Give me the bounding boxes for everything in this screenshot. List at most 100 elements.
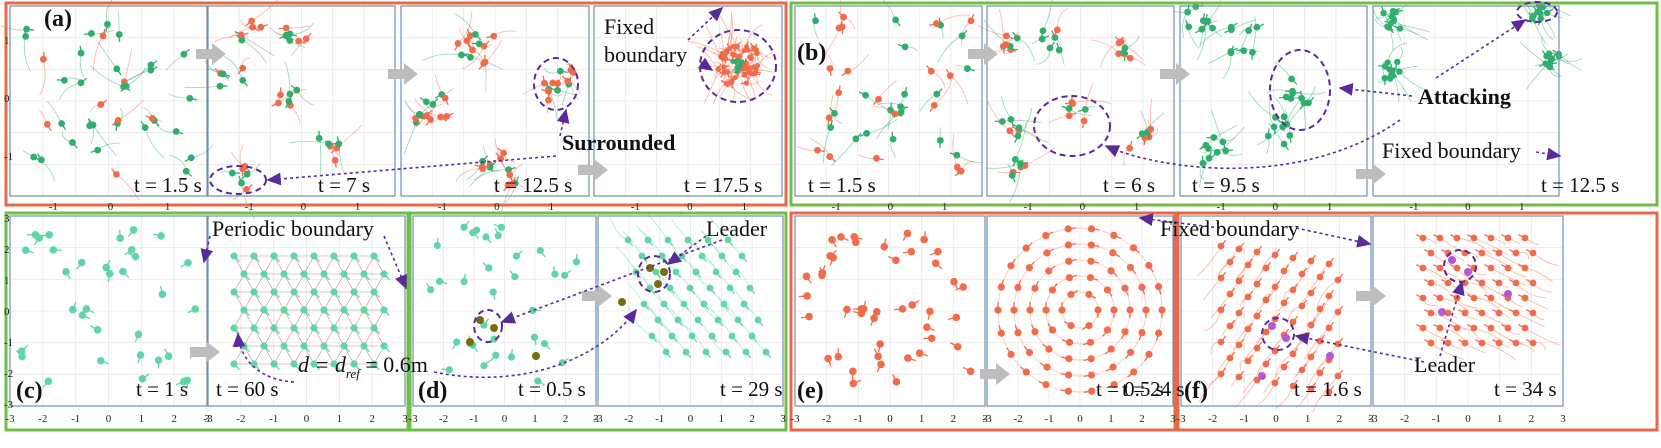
agent-trail [1248,91,1276,118]
agent-dot [119,267,127,276]
agent-dot [1240,47,1248,55]
agent-dot [1199,159,1207,167]
agent-dot [1031,328,1039,336]
gray-arrow [582,285,612,307]
agent-dot [545,96,552,104]
agent-dot [1289,350,1297,358]
agent-dot [897,103,904,111]
agent-dot [1213,148,1221,156]
agent-dot [1495,309,1503,317]
ellipse-b3 [1269,49,1331,131]
time-b2: t = 6 s [1103,173,1155,197]
agent-dot [1316,337,1324,345]
tick-label: 2 [171,413,177,425]
agent-trail [730,263,751,289]
agent-trail [1315,343,1339,372]
agent-dot [953,163,961,171]
agent-dot [849,379,858,388]
agent-dot [78,311,87,319]
tick-label: -3 [1176,413,1186,425]
agent-dot [834,352,843,361]
agent-dot [897,108,905,116]
agent-trail [1318,375,1339,401]
agent-dot [1307,385,1315,393]
agent-dot [668,332,676,340]
agent-trail [609,217,629,241]
time-a4: t = 17.5 s [684,173,762,197]
agent-dot [551,270,559,278]
agent-dot [1217,338,1225,346]
tick-label: -2 [4,368,13,380]
agent-dot [1521,324,1529,332]
agent-dot [1217,274,1225,282]
agent-dot [370,252,378,260]
leader-dot [654,280,662,288]
agent-dot [230,288,238,296]
agent-dot [134,330,143,339]
agent-dot [370,324,378,332]
agent-dot [738,252,746,260]
agent-dot [1495,279,1503,287]
agent-dot [1545,62,1552,69]
agent-dot [320,270,328,278]
agent-dot [735,64,741,70]
agent-dot [310,360,318,368]
agent-dot [666,284,674,292]
agent-dot [1444,339,1452,347]
fixed-boundary-ef-label: Fixed boundary [1160,216,1299,241]
leader-dot [532,352,540,360]
agent-dot [280,306,288,314]
agent-dot [741,47,748,54]
agent-dot [892,378,901,386]
agent-dot [1022,244,1030,252]
tick-label: 3 [402,413,408,425]
agent-trail [952,133,958,168]
subplot-frame [207,215,406,407]
agent-trail [1208,147,1242,156]
agent-dot [1204,144,1212,152]
tick-label: -1 [245,201,254,213]
tick-label: 2 [1529,413,1535,425]
agent-dot [471,30,479,38]
agent-dot [238,36,246,44]
agent-dot [1325,388,1333,396]
agent-dot [1298,302,1306,310]
tick-label: -3 [5,413,15,425]
agent-dot [927,334,936,343]
agent-dot [802,272,811,281]
agent-dot [280,342,288,350]
subplot-frame [1372,5,1560,197]
agent-trail [725,83,755,102]
agent-trail [1208,51,1232,65]
fixed-boundary-a-line1: Fixed [604,14,654,39]
agent-trail [286,25,310,29]
agent-trail [455,168,483,182]
agent-dot [1289,286,1297,294]
agent-dot [141,124,149,132]
agent-dot [1067,321,1075,330]
time-b1: t = 1.5 s [808,173,876,197]
agent-dot [1138,283,1146,291]
tick-label: -1 [4,151,13,163]
agent-dot [243,170,251,178]
tick-label: 3 [780,413,786,425]
agent-trail [825,27,840,54]
tick-label: 0 [106,413,112,425]
agent-dot [1051,34,1059,41]
agent-dot [350,252,358,260]
agent-dot [744,44,750,50]
tick-label: 1 [549,201,555,213]
ellipse-d2 [637,255,671,293]
agent-dot [1065,112,1073,120]
agent-trail [1234,379,1258,409]
ellipse-b4 [1516,1,1558,23]
ellipse-a4 [699,29,777,103]
panel-label-e: (e) [797,378,824,404]
agent-dot [838,23,846,31]
agent-trail [318,138,322,175]
agent-dot [700,300,708,308]
agent-dot [958,32,966,40]
agent-trail [1221,52,1232,80]
agent-dot [154,356,163,364]
ellipse-d1 [473,309,503,343]
